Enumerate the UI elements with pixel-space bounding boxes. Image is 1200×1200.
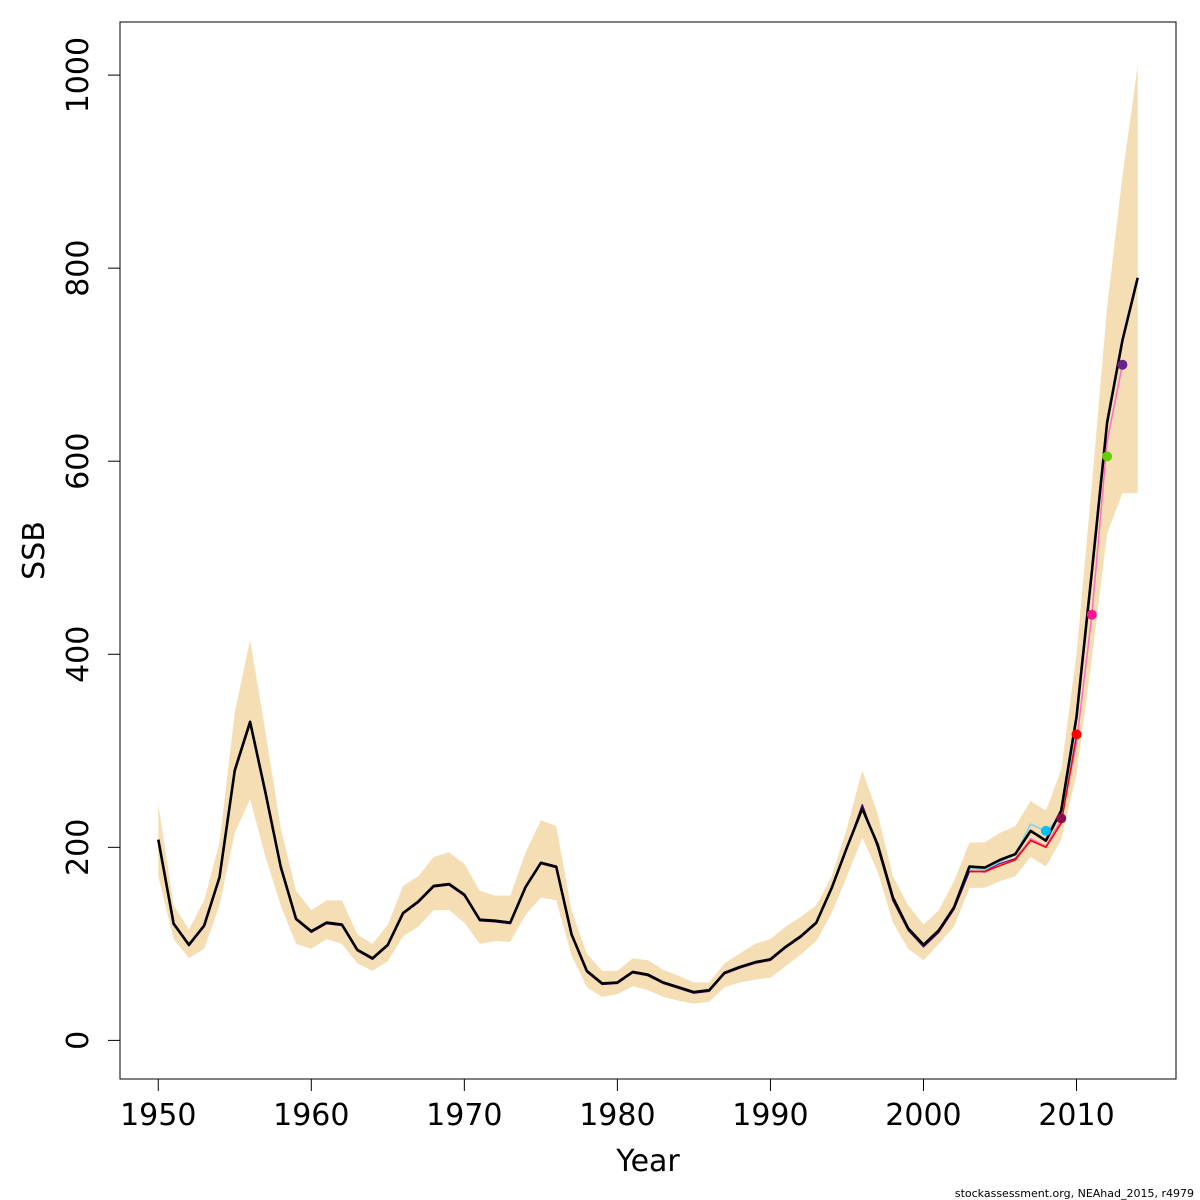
y-tick-label: 0 [61, 1031, 96, 1050]
series-line-5 [157, 277, 1139, 994]
y-axis: 0 200 400 600 800 1000 [61, 37, 121, 1050]
x-tick-label: 2010 [1038, 1098, 1114, 1133]
x-tick-label: 1950 [120, 1098, 196, 1133]
y-axis-title: SSB [17, 521, 52, 580]
x-axis: 1950 1960 1970 1980 1990 2000 2010 [120, 1078, 1115, 1133]
x-tick-label: 1980 [579, 1098, 655, 1133]
x-tick-label: 1960 [273, 1098, 349, 1133]
data-point-2008 [1040, 825, 1051, 836]
series-line-4 [969, 736, 1078, 873]
x-tick-label: 1970 [426, 1098, 502, 1133]
points-layer [1040, 359, 1128, 836]
confidence-band [158, 65, 1138, 1004]
plot-frame [119, 21, 1177, 1080]
x-axis-title: Year [615, 1144, 680, 1179]
y-tick-label: 400 [61, 626, 96, 683]
y-tick-label: 200 [61, 819, 96, 876]
data-point-2009 [1056, 813, 1067, 824]
data-point-2012 [1102, 451, 1113, 462]
data-point-2011 [1086, 609, 1097, 620]
confidence-band-layer [158, 65, 1138, 1004]
data-point-2010 [1071, 729, 1082, 740]
x-tick-label: 1990 [732, 1098, 808, 1133]
x-tick-label: 2000 [885, 1098, 961, 1133]
y-tick-label: 600 [61, 433, 96, 490]
footer-credit: stockassessment.org, NEAhad_2015, r4979 [955, 1187, 1194, 1200]
series-layer [157, 277, 1139, 994]
y-tick-label: 800 [61, 240, 96, 297]
data-point-2013 [1117, 359, 1128, 370]
y-tick-label: 1000 [61, 37, 96, 113]
